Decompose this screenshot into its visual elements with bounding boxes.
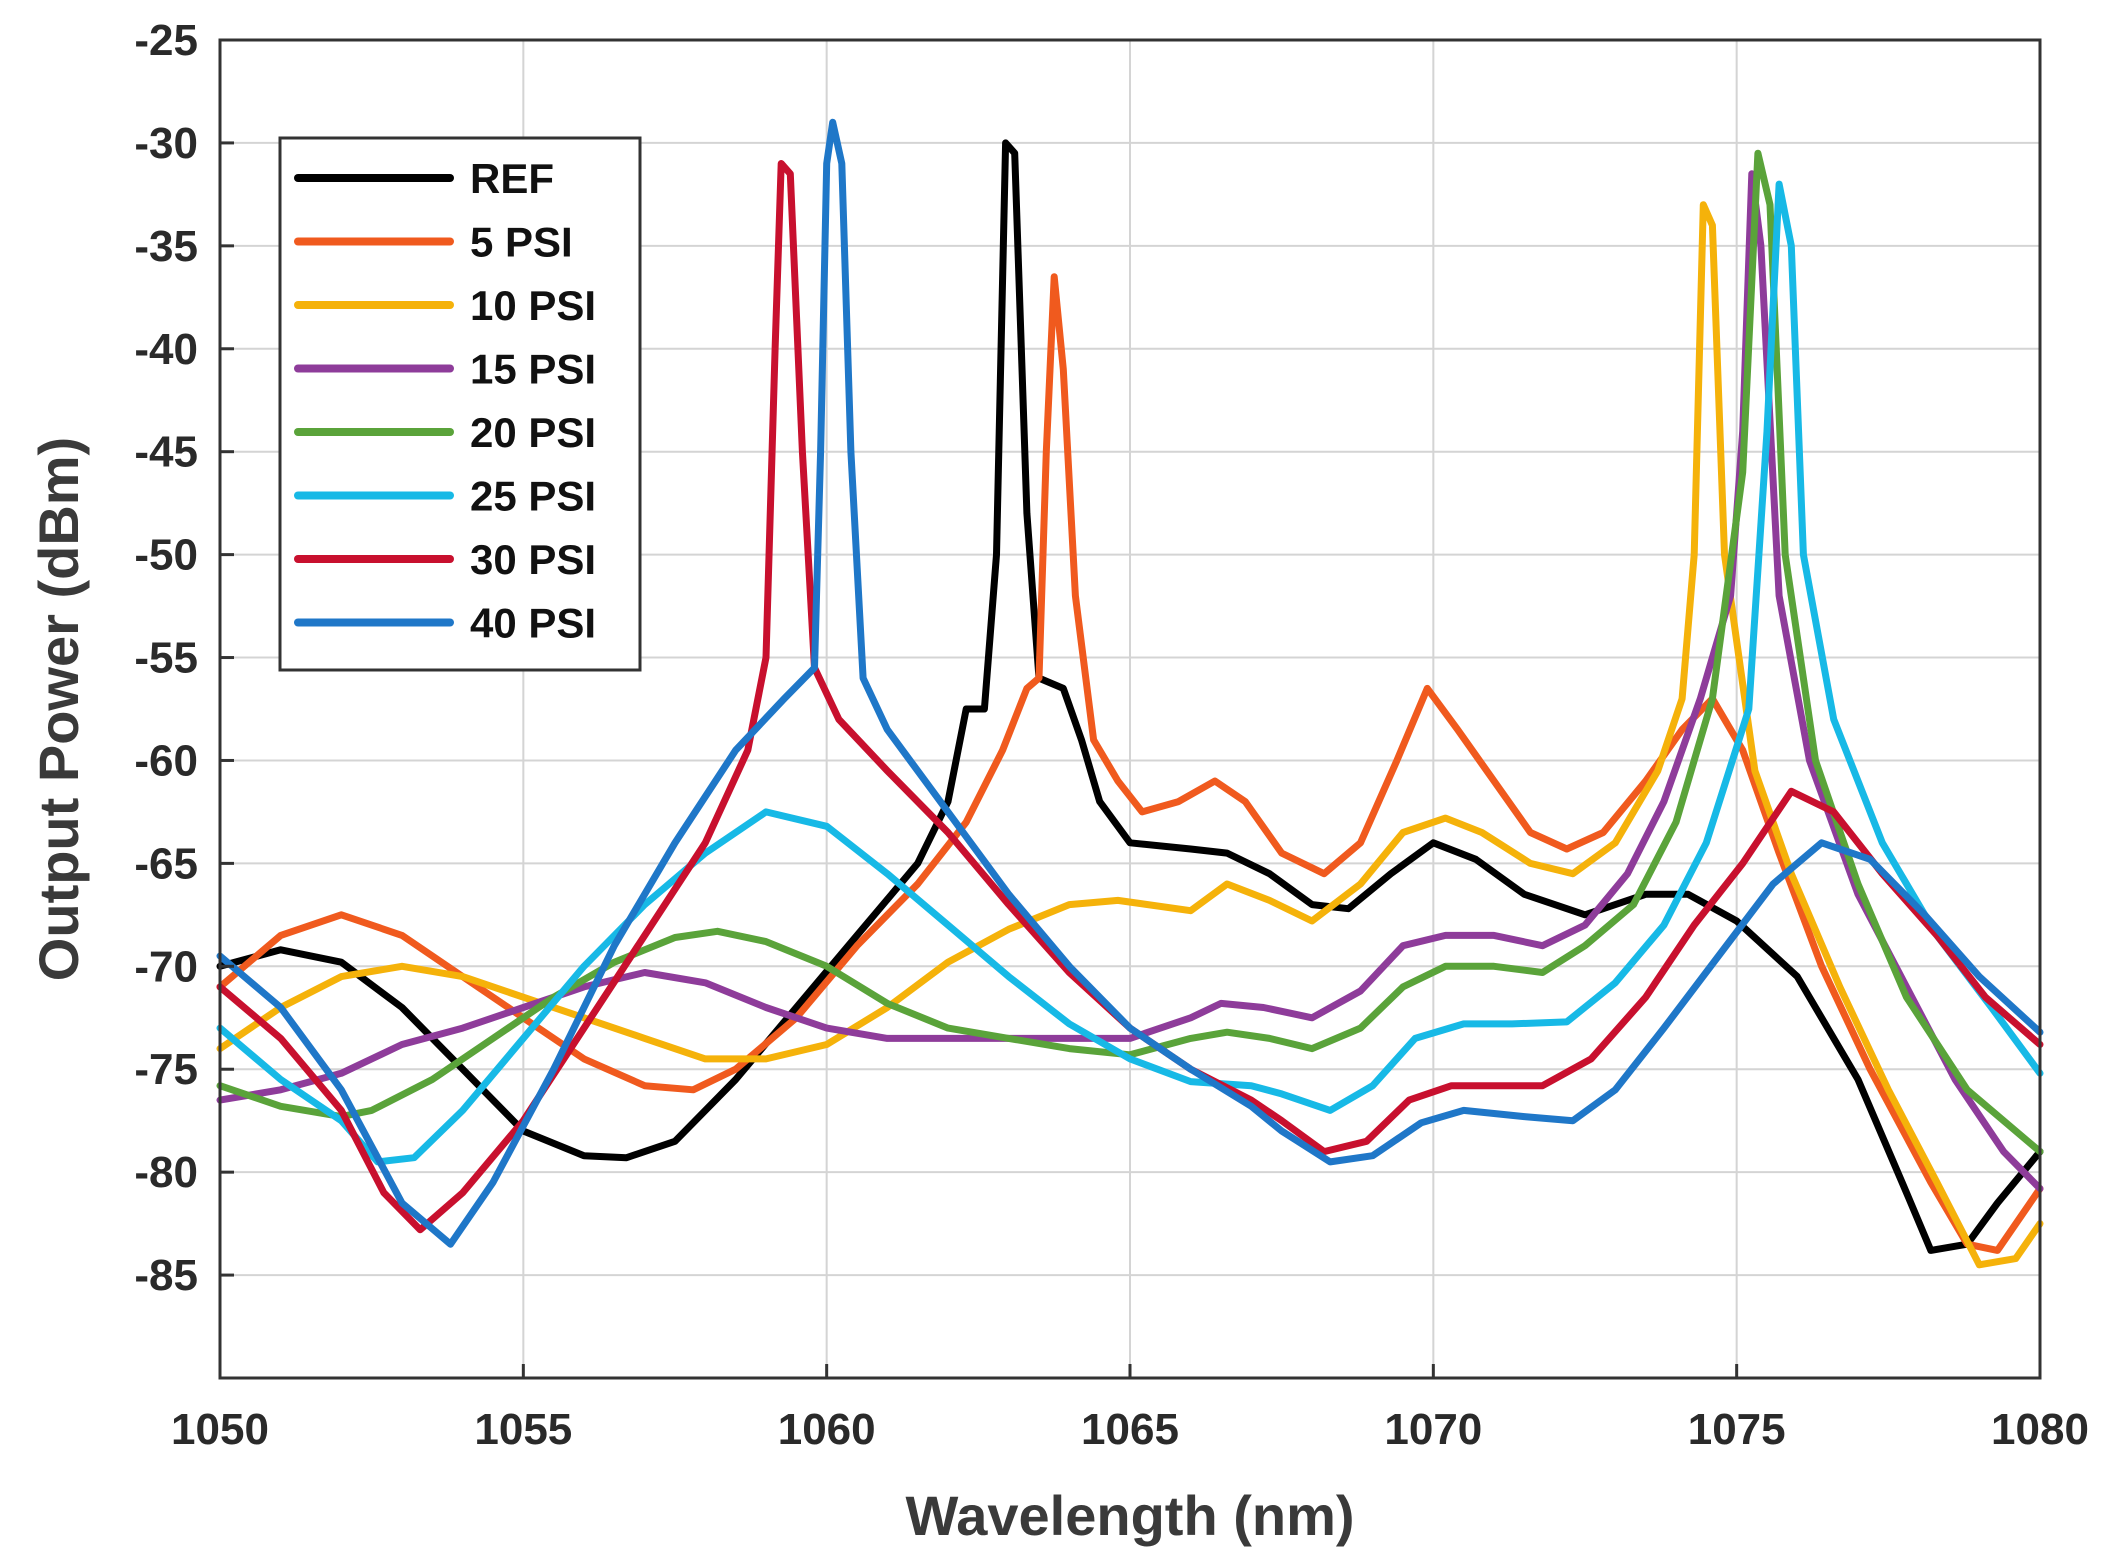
- x-tick-labels: 1050 1055 1060 1065 1070 1075 1080: [171, 1405, 2089, 1454]
- y-tick-label: -40: [134, 325, 198, 374]
- y-tick-label: -85: [134, 1251, 198, 1300]
- x-tick-label: 1070: [1384, 1405, 1482, 1454]
- legend-label-25-psi: 25 PSI: [470, 473, 596, 520]
- tick-marks: [218, 38, 2042, 1378]
- y-tick-label: -55: [134, 634, 198, 683]
- y-tick-label: -35: [134, 222, 198, 271]
- x-axis-label: Wavelength (nm): [905, 1484, 1354, 1547]
- x-tick-label: 1080: [1991, 1405, 2089, 1454]
- x-tick-label: 1050: [171, 1405, 269, 1454]
- x-tick-label: 1065: [1081, 1405, 1179, 1454]
- y-tick-label: -75: [134, 1045, 198, 1094]
- legend-label-ref: REF: [470, 155, 554, 202]
- series-line-40-psi: [216, 118, 2044, 1248]
- x-tick-label: 1055: [474, 1405, 572, 1454]
- y-tick-label: -70: [134, 942, 198, 991]
- series-line-30-psi: [216, 160, 2044, 1234]
- series-line-10-psi: [216, 201, 2044, 1269]
- legend: REF 5 PSI 10 PSI 15 PSI 20 PSI 25 PSI 30 PSI 40…: [278, 136, 642, 672]
- y-axis-label: Output Power (dBm): [27, 437, 90, 981]
- legend-label-10-psi: 10 PSI: [470, 282, 596, 329]
- y-tick-labels: -25 -30 -35 -40 -45 -50 -55 -60 -65 -70 -75 -80 -85: [134, 16, 198, 1300]
- series-lines: [216, 118, 2044, 1269]
- x-tick-label: 1075: [1688, 1405, 1786, 1454]
- legend-box: [278, 136, 642, 672]
- y-tick-label: -30: [134, 119, 198, 168]
- series-line-ref: [216, 139, 2044, 1254]
- y-tick-label: -60: [134, 736, 198, 785]
- y-tick-label: -65: [134, 839, 198, 888]
- y-tick-label: -45: [134, 428, 198, 477]
- legend-label-30-psi: 30 PSI: [470, 536, 596, 583]
- legend-label-15-psi: 15 PSI: [470, 346, 596, 393]
- x-tick-label: 1060: [778, 1405, 876, 1454]
- y-tick-label: -25: [134, 16, 198, 65]
- series-line-20-psi: [216, 149, 2044, 1156]
- y-tick-label: -80: [134, 1148, 198, 1197]
- y-tick-label: -50: [134, 531, 198, 580]
- legend-label-20-psi: 20 PSI: [470, 409, 596, 456]
- legend-label-40-psi: 40 PSI: [470, 600, 596, 647]
- legend-label-5-psi: 5 PSI: [470, 219, 573, 266]
- series-line-5-psi: [216, 273, 2044, 1254]
- series-line-25-psi: [216, 180, 2044, 1166]
